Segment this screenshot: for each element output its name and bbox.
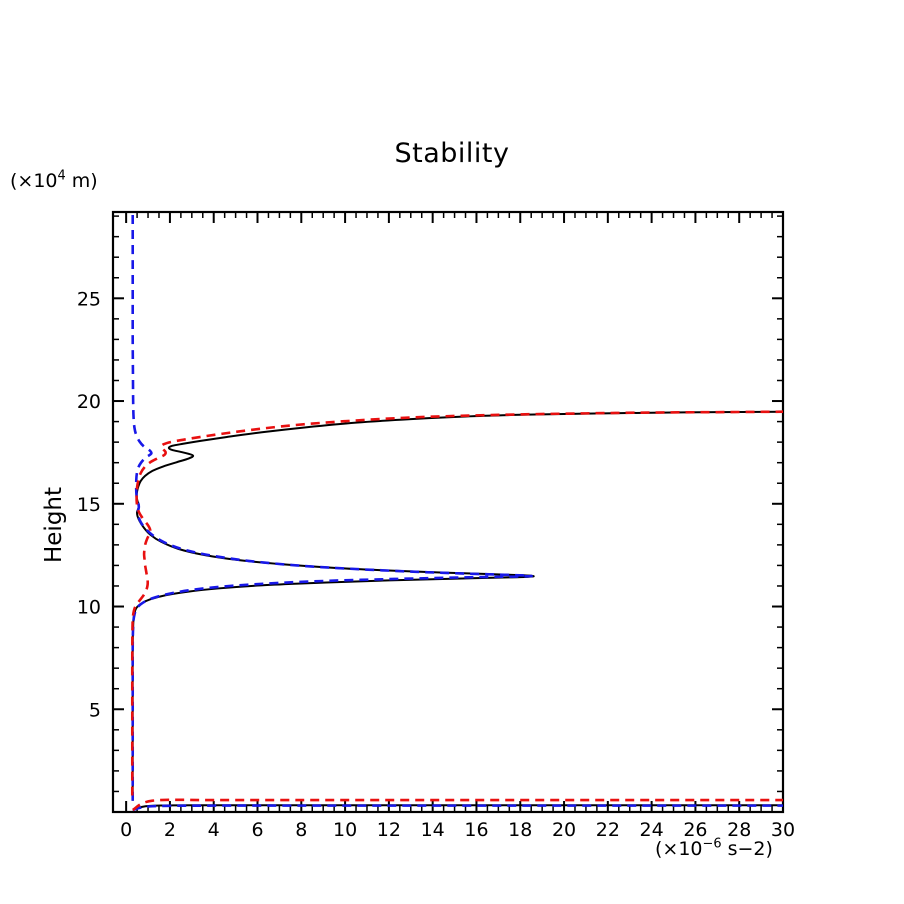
x-axis-unit-label: (×10−6 s−2) <box>655 838 773 860</box>
page-title: Stability <box>394 138 510 169</box>
x-axis-ticks <box>125 212 784 812</box>
x-tick-label: 18 <box>508 819 532 841</box>
y-axis-tick-labels: 5 10 15 20 25 <box>77 288 101 721</box>
x-tick-label: 6 <box>251 819 263 841</box>
y-tick-label: 15 <box>77 494 101 516</box>
series-blue-dashed-main <box>131 212 533 801</box>
y-unit-suffix: m) <box>65 170 98 192</box>
x-tick-label: 26 <box>683 819 707 841</box>
x-tick-label: 8 <box>295 819 307 841</box>
series-black-solid-main <box>131 410 783 801</box>
series-red-dashed-main <box>130 410 783 796</box>
x-tick-label: 14 <box>421 819 445 841</box>
series-blue-dashed <box>132 804 783 812</box>
x-tick-label: 24 <box>640 819 664 841</box>
y-unit-exponent: 4 <box>57 168 66 184</box>
plot-frame <box>111 210 785 814</box>
y-tick-label: 10 <box>77 597 101 619</box>
x-unit-prefix: (×10 <box>655 838 703 860</box>
x-tick-label: 16 <box>464 819 488 841</box>
x-tick-label: 12 <box>377 819 401 841</box>
x-tick-label: 30 <box>771 819 795 841</box>
x-unit-suffix: s−2) <box>721 838 773 860</box>
x-axis-tick-labels: 0 2 4 6 8 10 12 14 16 18 20 22 24 26 28 30 <box>120 819 795 841</box>
x-tick-label: 4 <box>208 819 220 841</box>
x-tick-label: 22 <box>596 819 620 841</box>
x-tick-label: 10 <box>333 819 357 841</box>
x-tick-label: 2 <box>164 819 176 841</box>
y-axis-ticks <box>113 215 783 813</box>
y-tick-label: 5 <box>89 699 101 721</box>
y-axis-unit-label: (×104 m) <box>10 170 98 192</box>
data-series-group <box>130 212 783 812</box>
x-tick-label: 0 <box>120 819 132 841</box>
x-unit-exponent: −6 <box>702 836 722 852</box>
x-tick-label: 28 <box>727 819 751 841</box>
series-red-dashed <box>132 798 783 812</box>
y-tick-label: 25 <box>77 288 101 310</box>
y-unit-prefix: (×10 <box>10 170 58 192</box>
x-tick-label: 20 <box>552 819 576 841</box>
y-tick-label: 20 <box>77 391 101 413</box>
